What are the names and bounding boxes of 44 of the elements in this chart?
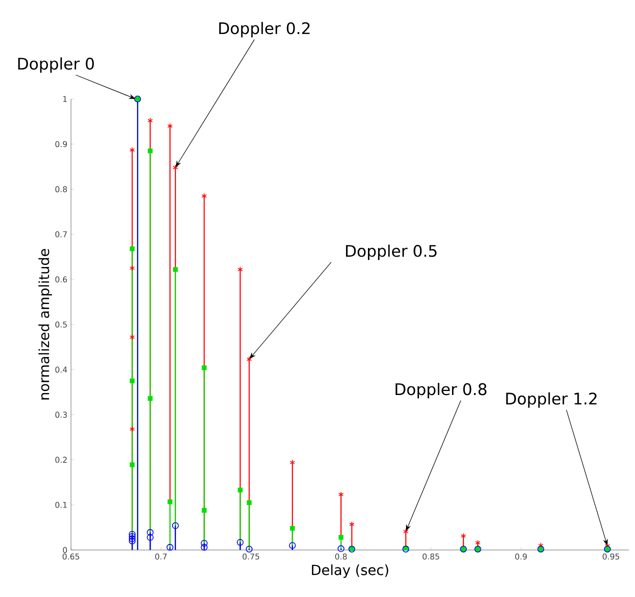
annotation: Doppler 0.5 xyxy=(346,244,437,260)
point xyxy=(130,334,135,340)
point xyxy=(200,544,208,551)
point xyxy=(130,378,135,384)
annotation: Doppler 0 xyxy=(18,57,94,73)
point xyxy=(246,356,252,362)
point xyxy=(236,538,244,546)
point xyxy=(130,462,135,468)
point xyxy=(238,488,243,492)
point xyxy=(146,529,154,536)
point xyxy=(130,246,135,252)
point xyxy=(475,540,480,546)
point xyxy=(130,265,135,272)
annotation: Doppler 0.8 xyxy=(396,382,486,398)
point xyxy=(403,528,408,534)
point xyxy=(172,522,179,530)
point xyxy=(166,544,174,551)
point xyxy=(148,118,153,124)
point xyxy=(290,526,295,531)
point xyxy=(289,542,296,549)
point xyxy=(148,148,153,154)
x-axis-title: Delay (sec) xyxy=(312,564,388,578)
annotation: Doppler 1.2 xyxy=(506,392,597,408)
point xyxy=(238,266,243,272)
y-axis-title: normalized amplitude xyxy=(38,249,52,400)
point xyxy=(202,365,207,370)
point xyxy=(146,534,154,541)
point xyxy=(128,533,136,540)
point xyxy=(128,538,136,544)
point xyxy=(290,460,296,466)
point xyxy=(338,545,344,552)
point xyxy=(202,508,207,513)
point xyxy=(246,500,252,506)
point xyxy=(246,546,253,552)
point xyxy=(202,192,207,199)
point xyxy=(338,534,344,540)
point xyxy=(148,396,153,401)
annotation: Doppler 0.2 xyxy=(219,22,310,38)
point xyxy=(173,267,178,272)
point xyxy=(130,426,135,432)
point xyxy=(168,499,172,504)
point xyxy=(349,521,354,528)
point xyxy=(130,146,135,153)
point xyxy=(200,540,208,547)
